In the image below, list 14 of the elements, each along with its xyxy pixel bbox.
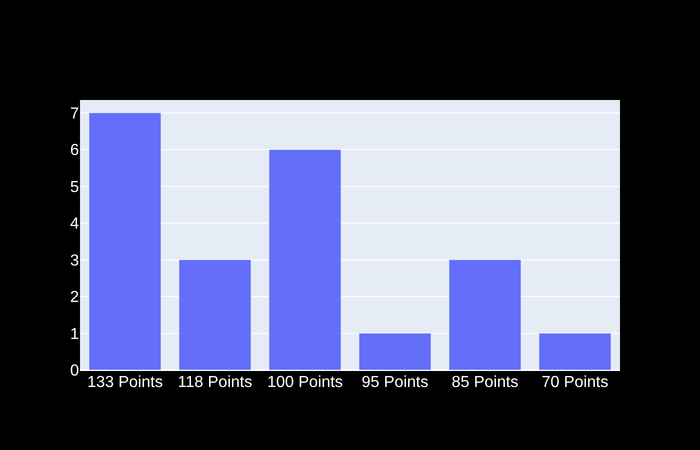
x-tick-label: 100 Points [267,374,343,391]
x-tick-label: 133 Points [87,374,163,391]
x-tick-label: 70 Points [542,374,608,391]
y-tick-label: 7 [70,105,80,122]
x-tick-label: 95 Points [362,374,428,391]
y-tick-label: 0 [70,362,80,380]
x-tick-label: 85 Points [452,374,518,391]
y-tick-label: 4 [70,216,80,233]
y-tick-label: 3 [70,252,80,270]
x-tick-label: 118 Points [178,374,252,391]
y-tick-label: 6 [70,142,80,160]
y-tick-label: 1 [70,326,80,343]
y-tick-label: 5 [70,178,80,196]
y-tick-label: 2 [70,289,80,306]
